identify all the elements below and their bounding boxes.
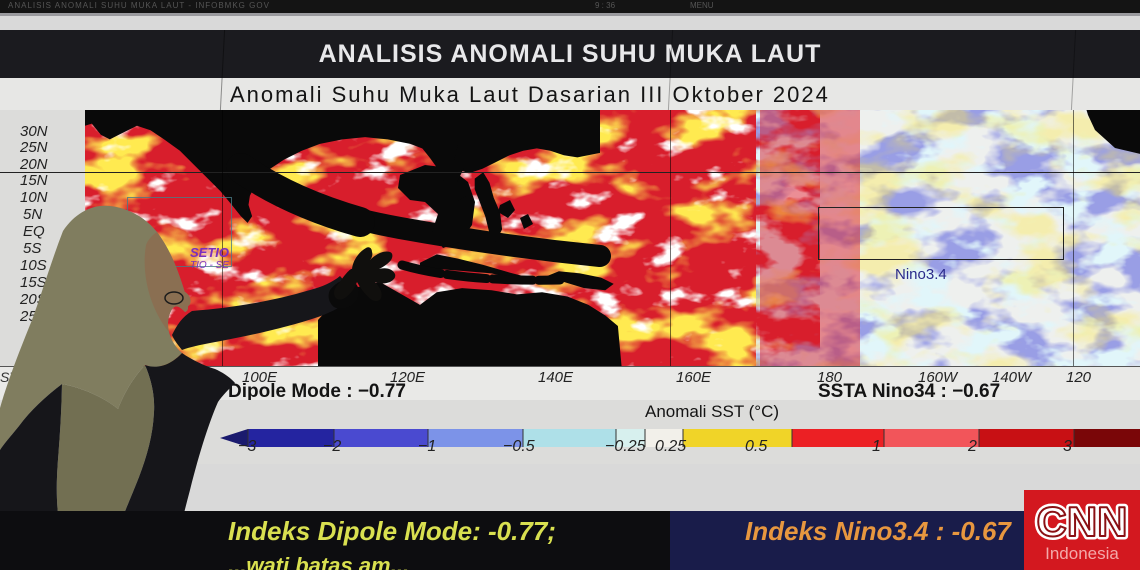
svg-text:CNN: CNN bbox=[1037, 498, 1128, 545]
